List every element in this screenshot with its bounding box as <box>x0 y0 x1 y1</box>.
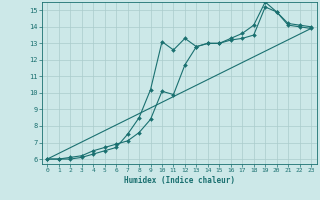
X-axis label: Humidex (Indice chaleur): Humidex (Indice chaleur) <box>124 176 235 185</box>
